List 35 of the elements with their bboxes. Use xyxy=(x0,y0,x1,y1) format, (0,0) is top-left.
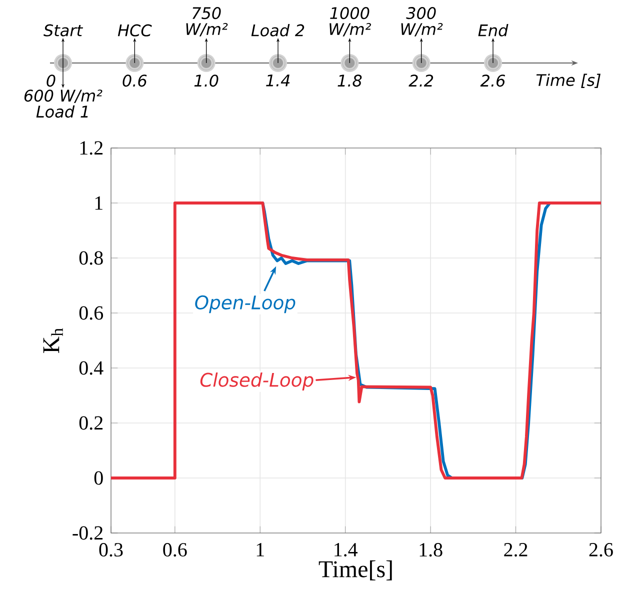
y-tick-label: 0.6 xyxy=(79,306,104,320)
text: 0.6 xyxy=(122,74,147,87)
x-tick-label: 1 xyxy=(256,543,264,556)
y-tick-label: 0.8 xyxy=(79,251,103,265)
text: 600 W/m² Load 1 xyxy=(24,90,102,118)
text: 1.0 xyxy=(194,74,218,87)
y-tick-label: 1.2 xyxy=(80,141,103,155)
text: Start xyxy=(44,24,84,36)
x-tick-label: 1.8 xyxy=(420,543,442,557)
legend-label: Closed-Loop xyxy=(200,372,314,391)
text: Load 2 xyxy=(251,24,304,36)
y-tick-label: 1 xyxy=(95,196,102,210)
x-tick-label: 0.6 xyxy=(163,543,187,557)
text: 2.2 xyxy=(408,74,434,86)
text: End xyxy=(478,24,508,36)
x-tick-label: 1.4 xyxy=(334,543,358,557)
x-tick-label: 0.3 xyxy=(99,543,123,557)
text: 300 W/m² xyxy=(401,7,443,36)
text: Time [s] xyxy=(536,74,600,88)
y-tick-label: -0.2 xyxy=(72,526,103,540)
text: 2.6 xyxy=(480,74,506,87)
text: 0 xyxy=(46,74,56,87)
text: 1000 W/m² xyxy=(330,7,372,36)
series-label: Open-Loop xyxy=(195,295,296,314)
text: 750 W/m² xyxy=(186,7,228,36)
x-tick-label: 2.2 xyxy=(504,543,528,557)
text: HCC xyxy=(118,24,152,36)
y-tick-label: 0.2 xyxy=(79,416,103,430)
x-axis-title: Time[s] xyxy=(318,560,392,580)
y-tick-label: 0.4 xyxy=(79,361,104,375)
text: 1.4 xyxy=(266,74,290,86)
y-axis-title: K$_{h}$ xyxy=(43,328,63,354)
x-tick-label: 2.6 xyxy=(589,543,613,557)
text: 1.8 xyxy=(338,74,362,87)
y-tick-label: 0 xyxy=(94,471,103,485)
